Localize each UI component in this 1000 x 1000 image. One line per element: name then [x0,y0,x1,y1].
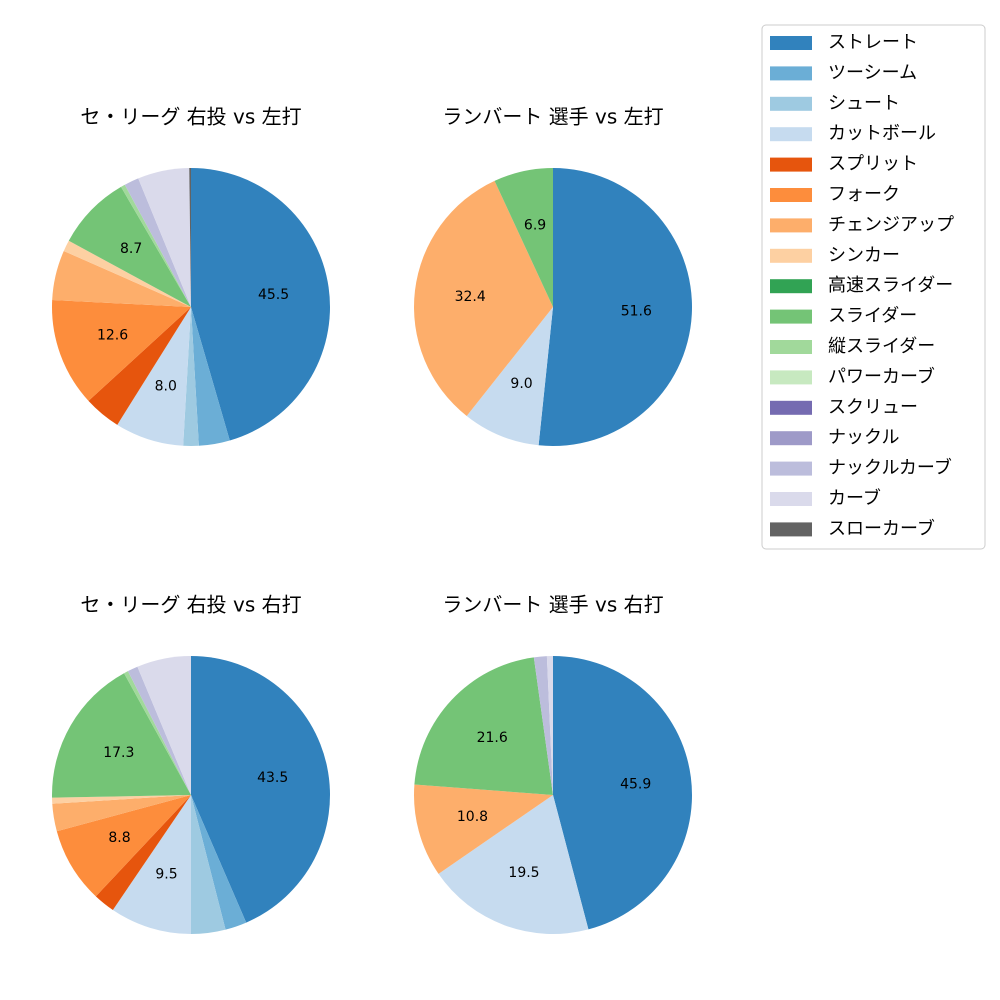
pie-slice [191,795,247,930]
value-label: 8.7 [120,241,142,257]
legend-swatch [770,96,812,111]
legend-label: カーブ [828,487,881,509]
legend-label: 高速スライダー [828,275,953,296]
legend-swatch [770,461,812,476]
pie-slice [191,795,226,935]
pie-slice [438,795,589,934]
pie-slice [183,307,199,446]
legend-swatch [770,248,812,263]
legend-label: ツーシーム [828,62,917,83]
pie-slice [191,168,331,441]
pie-slice [466,307,553,446]
pie-slice [553,656,692,930]
legend-swatch [770,66,812,81]
value-label: 45.9 [620,776,651,792]
pie-slice [120,184,191,307]
legend-label: シンカー [828,245,900,266]
value-label: 43.5 [257,770,288,786]
pie-slice [52,300,191,401]
pie-slice [127,666,191,795]
legend-swatch [770,492,812,506]
pie-slice [191,307,230,446]
value-label: 45.5 [258,287,289,303]
legend-swatch [770,157,812,172]
legend-swatch [770,400,812,415]
pie-slice [138,168,191,307]
value-label: 32.4 [455,289,486,305]
legend-swatch [770,431,812,446]
legend-label: スプリット [828,154,918,175]
value-label: 12.6 [97,327,128,343]
chart-title: セ・リーグ 右投 vs 左打 [80,105,301,129]
legend-swatch [770,370,812,385]
legend-swatch [770,36,812,50]
legend-label: シュート [828,93,900,114]
chart-title: ランバート 選手 vs 右打 [442,593,663,617]
pie-slice [68,186,191,307]
chart-title: ランバート 選手 vs 左打 [442,105,663,129]
legend-label: ストレート [828,32,918,53]
legend-label: スローカーブ [828,517,935,539]
legend-swatch [770,522,812,537]
chart-title: セ・リーグ 右投 vs 右打 [80,593,301,617]
pie-slice [112,795,191,934]
pie-slice [88,307,191,425]
legend-swatch [770,340,812,354]
value-label: 10.8 [457,809,488,825]
pie-slice [52,673,191,798]
legend-label: 縦スライダー [828,336,935,357]
value-label: 6.9 [524,218,546,234]
legend-label: カットボール [828,123,936,144]
pie-slice [124,178,191,307]
value-label: 19.5 [508,865,539,881]
pie-slice [533,656,553,795]
legend-swatch [770,279,812,294]
pie-slice [52,795,191,832]
legend-swatch [770,188,812,202]
legend-label: ナックルカーブ [828,457,952,479]
pie-slice [414,657,553,795]
value-label: 9.5 [155,867,177,883]
pie-slice [546,656,553,795]
legend-label: チェンジアップ [828,214,954,235]
value-label: 8.0 [155,378,177,394]
pie-slice [124,671,191,795]
value-label: 9.0 [510,376,532,392]
value-label: 21.6 [477,730,508,746]
pie-slice [414,784,553,874]
pie-slice [95,795,191,910]
value-label: 8.8 [108,830,130,846]
legend-label: パワーカーブ [828,365,935,387]
legend-label: スクリュー [828,397,918,418]
pie-slice [56,795,191,897]
legend-swatch [770,218,812,233]
legend-label: ナックル [828,427,899,448]
pie-slice [117,307,191,446]
legend-label: スライダー [828,306,917,327]
value-label: 51.6 [621,303,652,319]
legend-swatch [770,127,812,142]
pie-slice [494,168,553,307]
pie-slice [538,168,692,446]
legend-label: フォーク [828,184,900,205]
pie-slice [63,240,191,307]
pie-slice [413,180,553,416]
value-label: 17.3 [103,745,134,761]
pie-slice [191,656,330,923]
pie-slice [52,250,191,307]
pie-slice [52,795,192,804]
legend-box [761,24,986,550]
pie-slice [137,656,191,795]
pie-slice [189,168,191,307]
legend-swatch [770,309,812,324]
